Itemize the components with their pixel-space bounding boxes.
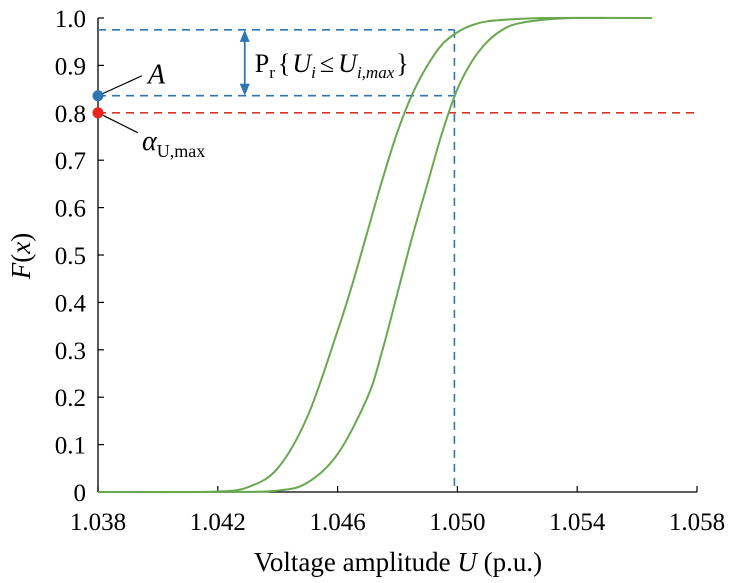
marker-a-point bbox=[92, 90, 104, 102]
y-tick-label: 0.7 bbox=[55, 148, 86, 175]
reference-lines bbox=[98, 29, 697, 492]
ticks: 1.038 1.042 1.046 1.050 1.054 1.058 0 0.1 0.2 0.3… bbox=[55, 6, 725, 536]
marker-alpha-label: αU,max bbox=[142, 126, 205, 161]
x-tick-label: 1.046 bbox=[309, 509, 365, 536]
marker-a-label: A bbox=[146, 60, 166, 91]
interval-arrow-head-up bbox=[239, 29, 250, 42]
y-tick-label: 0.3 bbox=[55, 338, 86, 365]
annotations: Pr {Ui ≤ Ui,max} AαU,max bbox=[92, 29, 409, 161]
cdf-curve-2 bbox=[97, 16, 653, 494]
y-tick-label: 0 bbox=[74, 480, 87, 507]
y-axis-label: F(x) bbox=[6, 233, 36, 280]
y-tick-label: 0.9 bbox=[55, 53, 86, 80]
y-tick-label: 0.5 bbox=[55, 243, 86, 270]
axes bbox=[97, 18, 697, 493]
interval-arrow-head-down bbox=[239, 83, 250, 96]
x-tick-label: 1.042 bbox=[190, 509, 246, 536]
x-tick-label: 1.054 bbox=[549, 509, 606, 536]
y-tick-label: 0.2 bbox=[55, 385, 86, 412]
y-tick-label: 1.0 bbox=[55, 6, 86, 33]
probability-label: Pr {Ui ≤ Ui,max} bbox=[255, 49, 409, 82]
y-tick-label: 0.6 bbox=[55, 196, 86, 223]
y-tick-label: 0.4 bbox=[55, 290, 87, 317]
marker-alpha-leader bbox=[97, 112, 139, 134]
marker-a-leader bbox=[97, 75, 143, 97]
y-tick-label: 0.1 bbox=[55, 433, 86, 460]
x-tick-label: 1.038 bbox=[70, 509, 126, 536]
y-tick-label: 0.8 bbox=[55, 101, 86, 128]
cdf-curve-1 bbox=[97, 16, 608, 494]
x-tick-label: 1.058 bbox=[669, 509, 725, 536]
x-tick-label: 1.050 bbox=[429, 509, 485, 536]
x-axis-label: Voltage amplitude U (p.u.) bbox=[254, 547, 542, 577]
series bbox=[97, 16, 653, 494]
marker-alpha-point bbox=[92, 107, 104, 119]
